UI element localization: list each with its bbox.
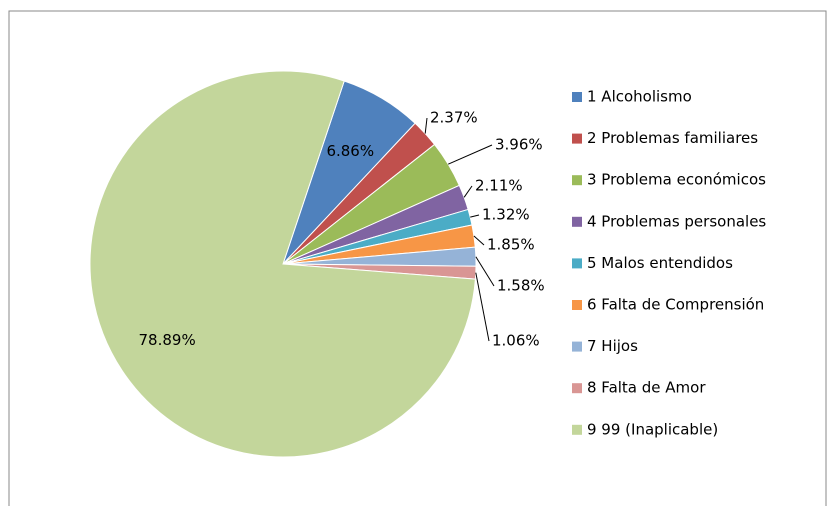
legend-swatch (572, 175, 582, 186)
leader-line (447, 144, 493, 165)
data-label: 2.37% (430, 109, 478, 127)
data-label: 78.89% (139, 331, 196, 349)
legend-label: 9 99 (Inaplicable) (587, 420, 718, 438)
data-label: 1.58% (497, 277, 545, 295)
legend-label: 2 Problemas familiares (587, 129, 758, 147)
leader-line (424, 117, 428, 134)
data-label: 2.11% (475, 177, 523, 195)
data-label: 6.86% (326, 142, 374, 160)
legend-swatch (572, 92, 582, 102)
data-label: 1.32% (482, 206, 530, 224)
legend-label: 6 Falta de Comprensión (587, 296, 764, 314)
legend-swatch (572, 133, 582, 144)
legend-label: 4 Problemas personales (587, 212, 766, 230)
leader-line (470, 214, 480, 218)
legend-swatch (572, 424, 582, 435)
legend-label: 5 Malos entendidos (587, 254, 733, 272)
leader-line (475, 256, 495, 287)
leader-line (463, 185, 473, 198)
legend-label: 3 Problema económicos (587, 171, 766, 189)
leader-line (473, 235, 485, 246)
legend-swatch (572, 300, 582, 310)
data-label: 3.96% (495, 136, 543, 154)
legend-label: 7 Hijos (587, 337, 638, 355)
legend-swatch (572, 216, 582, 227)
pie-slice (89, 70, 476, 458)
legend-swatch (572, 341, 582, 352)
legend-label: 1 Alcoholismo (587, 88, 692, 106)
data-label: 1.85% (487, 236, 535, 254)
data-label: 1.06% (492, 332, 540, 350)
leader-line (475, 272, 490, 342)
legend-swatch (572, 258, 582, 269)
legend-label: 8 Falta de Amor (587, 379, 706, 397)
legend-swatch (572, 383, 582, 394)
